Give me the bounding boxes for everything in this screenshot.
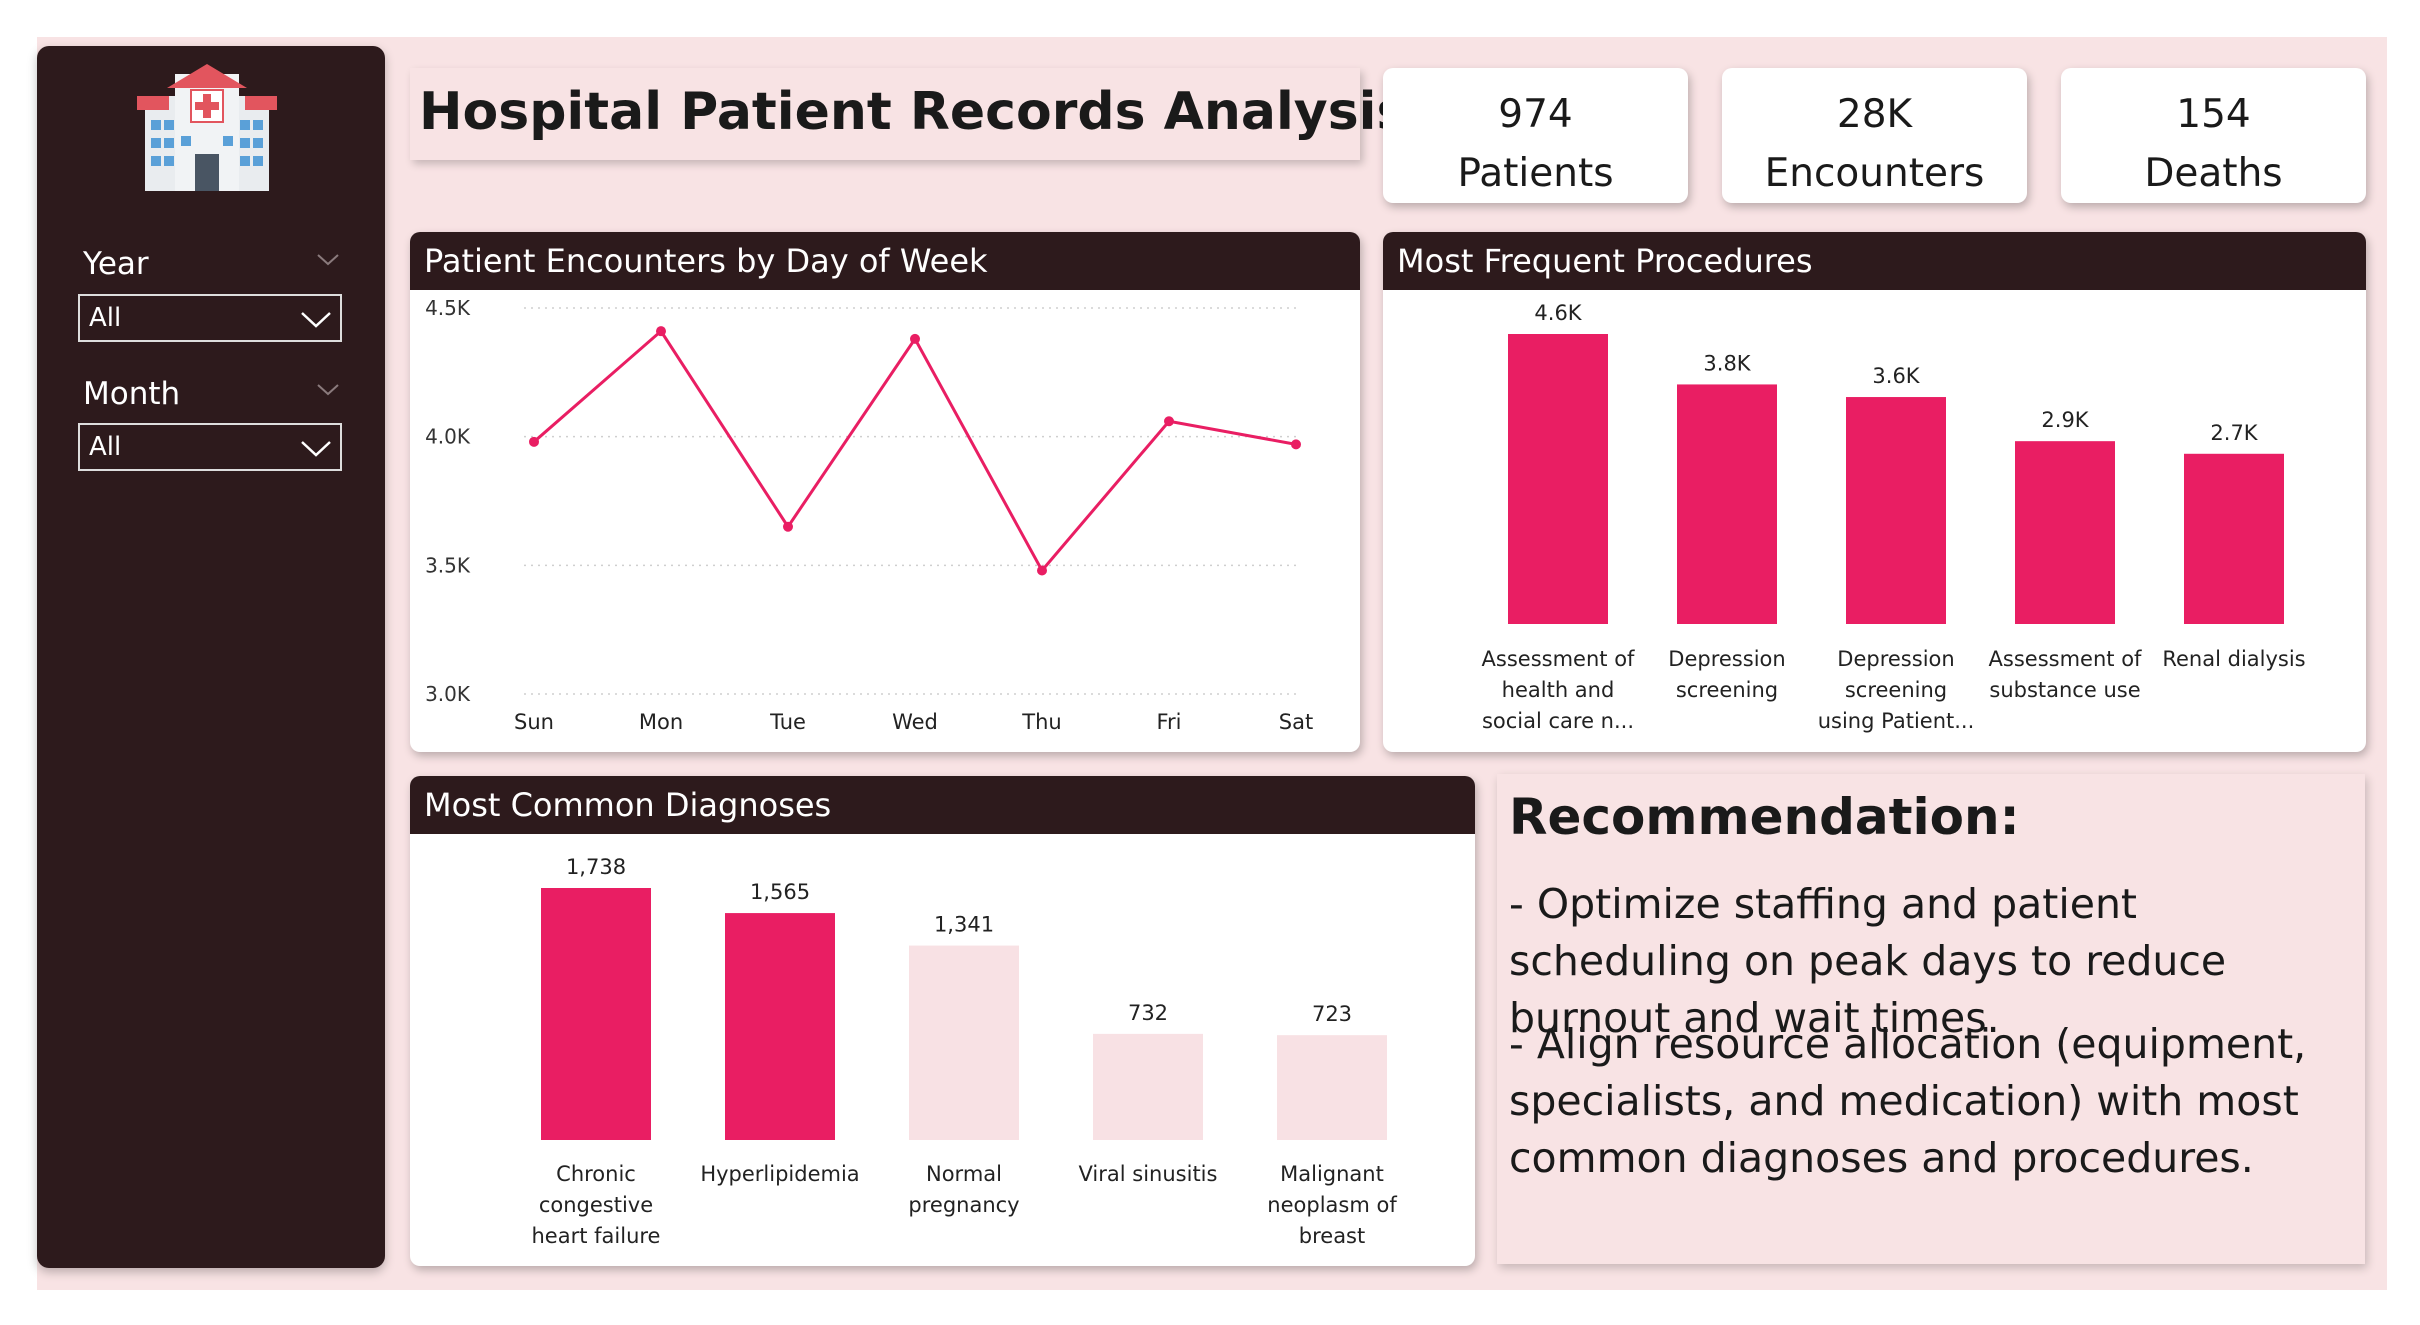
encounters-line-chart: 4.5K 4.0K 3.5K 3.0K Sun Mon Tue Wed Thu Fri Sat <box>425 296 1313 734</box>
month-dropdown[interactable]: All <box>78 423 342 471</box>
bar <box>2015 441 2115 624</box>
data-label: 732 <box>1128 1001 1168 1025</box>
x-tick-label: Tue <box>769 710 806 734</box>
x-tick-label: Renal dialysis <box>2162 647 2305 671</box>
x-tick-label: Wed <box>892 710 938 734</box>
data-point <box>1291 439 1301 450</box>
chevron-down-icon[interactable] <box>315 252 341 268</box>
diagnoses-bar-chart: 1,738 Chronic congestive heart failure 1,565… <box>532 855 1398 1248</box>
x-tick-label: pregnancy <box>908 1193 1019 1217</box>
year-dropdown[interactable]: All <box>78 294 342 342</box>
data-point <box>910 333 920 344</box>
data-point <box>529 436 539 447</box>
x-tick-label: Depression <box>1668 647 1785 671</box>
bar <box>1846 397 1946 624</box>
chevron-down-icon <box>301 441 331 457</box>
x-tick-label: substance use <box>1989 678 2140 702</box>
page-title-box: Hospital Patient Records Analysis <box>410 68 1407 160</box>
x-tick-label: Depression <box>1837 647 1954 671</box>
kpi-label: Deaths <box>2144 151 2283 196</box>
year-dropdown-value: All <box>89 303 122 333</box>
data-point <box>783 521 793 532</box>
x-tick-label: Chronic <box>556 1162 636 1186</box>
x-tick-label: social care n... <box>1482 709 1634 733</box>
recommendation-heading: Recommendation: <box>1509 788 2020 846</box>
x-tick-label: Fri <box>1156 710 1181 734</box>
chart-title: Most Common Diagnoses <box>410 776 1475 834</box>
x-tick-label: Viral sinusitis <box>1079 1162 1218 1186</box>
bar <box>1277 1035 1387 1140</box>
x-tick-label: Thu <box>1021 710 1061 734</box>
data-label: 1,565 <box>750 880 810 904</box>
month-filter-label: Month <box>83 376 181 412</box>
chevron-down-icon[interactable] <box>315 382 341 398</box>
data-point <box>1164 416 1174 427</box>
recommendation-panel: Recommendation: - Optimize staffing and … <box>1497 774 2365 1264</box>
bar <box>1093 1033 1203 1140</box>
recommendation-point: - Align resource allocation (equipment, … <box>1509 1020 2307 1182</box>
x-tick-label: health and <box>1502 678 1615 702</box>
x-tick-label: heart failure <box>532 1224 661 1248</box>
bar <box>725 913 835 1140</box>
year-filter-label: Year <box>83 246 149 282</box>
x-tick-label: Assessment of <box>1989 647 2142 671</box>
x-tick-label: Malignant <box>1280 1162 1384 1186</box>
chevron-down-icon <box>301 312 331 328</box>
bar <box>2184 453 2284 624</box>
x-tick-label: Normal <box>926 1162 1002 1186</box>
kpi-value: 974 <box>1498 92 1573 137</box>
chart-title: Most Frequent Procedures <box>1383 232 2366 290</box>
x-tick-label: Assessment of <box>1482 647 1635 671</box>
y-tick-label: 4.0K <box>425 425 471 449</box>
data-label: 4.6K <box>1534 301 1582 325</box>
recommendation-point: - Optimize staffing and patient scheduli… <box>1509 880 2227 1042</box>
x-tick-label: Sun <box>514 710 554 734</box>
data-label: 1,341 <box>934 913 994 937</box>
diagnoses-chart-card: Most Common Diagnoses 1,738 Chronic conges… <box>410 776 1475 1266</box>
encounters-chart-card: Patient Encounters by Day of Week 4.5K 4.… <box>410 232 1360 752</box>
kpi-label: Patients <box>1457 151 1614 196</box>
x-tick-label: using Patient... <box>1818 709 1975 733</box>
x-tick-label: neoplasm of <box>1267 1193 1397 1217</box>
data-point <box>656 326 666 337</box>
series-line <box>533 328 1297 574</box>
procedures-bar-chart: 4.6K Assessment of health and social care n… <box>1482 301 2306 733</box>
chart-title: Patient Encounters by Day of Week <box>410 232 1360 290</box>
kpi-value: 28K <box>1836 92 1913 137</box>
x-tick-label: breast <box>1299 1224 1365 1248</box>
x-tick-label: Hyperlipidemia <box>700 1162 859 1186</box>
x-tick-label: screening <box>1845 678 1947 702</box>
data-label: 2.9K <box>2041 408 2089 432</box>
page-title: Hospital Patient Records Analysis <box>419 82 1408 142</box>
sidebar: Year All Month All <box>37 46 385 1268</box>
y-tick-label: 3.0K <box>425 682 471 706</box>
kpi-value: 154 <box>2176 92 2251 137</box>
data-label: 3.6K <box>1872 364 1920 388</box>
y-tick-label: 4.5K <box>425 296 471 320</box>
hospital-icon <box>137 64 277 191</box>
y-tick-label: 3.5K <box>425 553 471 577</box>
data-label: 3.8K <box>1703 351 1751 375</box>
x-tick-label: Sat <box>1279 710 1313 734</box>
kpi-card-patients: 974 Patients <box>1383 68 1688 203</box>
procedures-chart-card: Most Frequent Procedures 4.6K Assessment … <box>1383 232 2366 752</box>
data-label: 2.7K <box>2210 421 2258 445</box>
kpi-label: Encounters <box>1764 151 1985 196</box>
bar <box>909 945 1019 1140</box>
x-tick-label: Mon <box>639 710 683 734</box>
data-point <box>1037 565 1047 576</box>
bar <box>1677 384 1777 624</box>
kpi-card-deaths: 154 Deaths <box>2061 68 2366 203</box>
x-tick-label: screening <box>1676 678 1778 702</box>
x-tick-label: congestive <box>539 1193 653 1217</box>
kpi-card-encounters: 28K Encounters <box>1722 68 2027 203</box>
month-dropdown-value: All <box>89 432 122 462</box>
data-label: 723 <box>1312 1002 1352 1026</box>
data-label: 1,738 <box>566 855 626 879</box>
bar <box>541 888 651 1140</box>
bar <box>1508 334 1608 624</box>
